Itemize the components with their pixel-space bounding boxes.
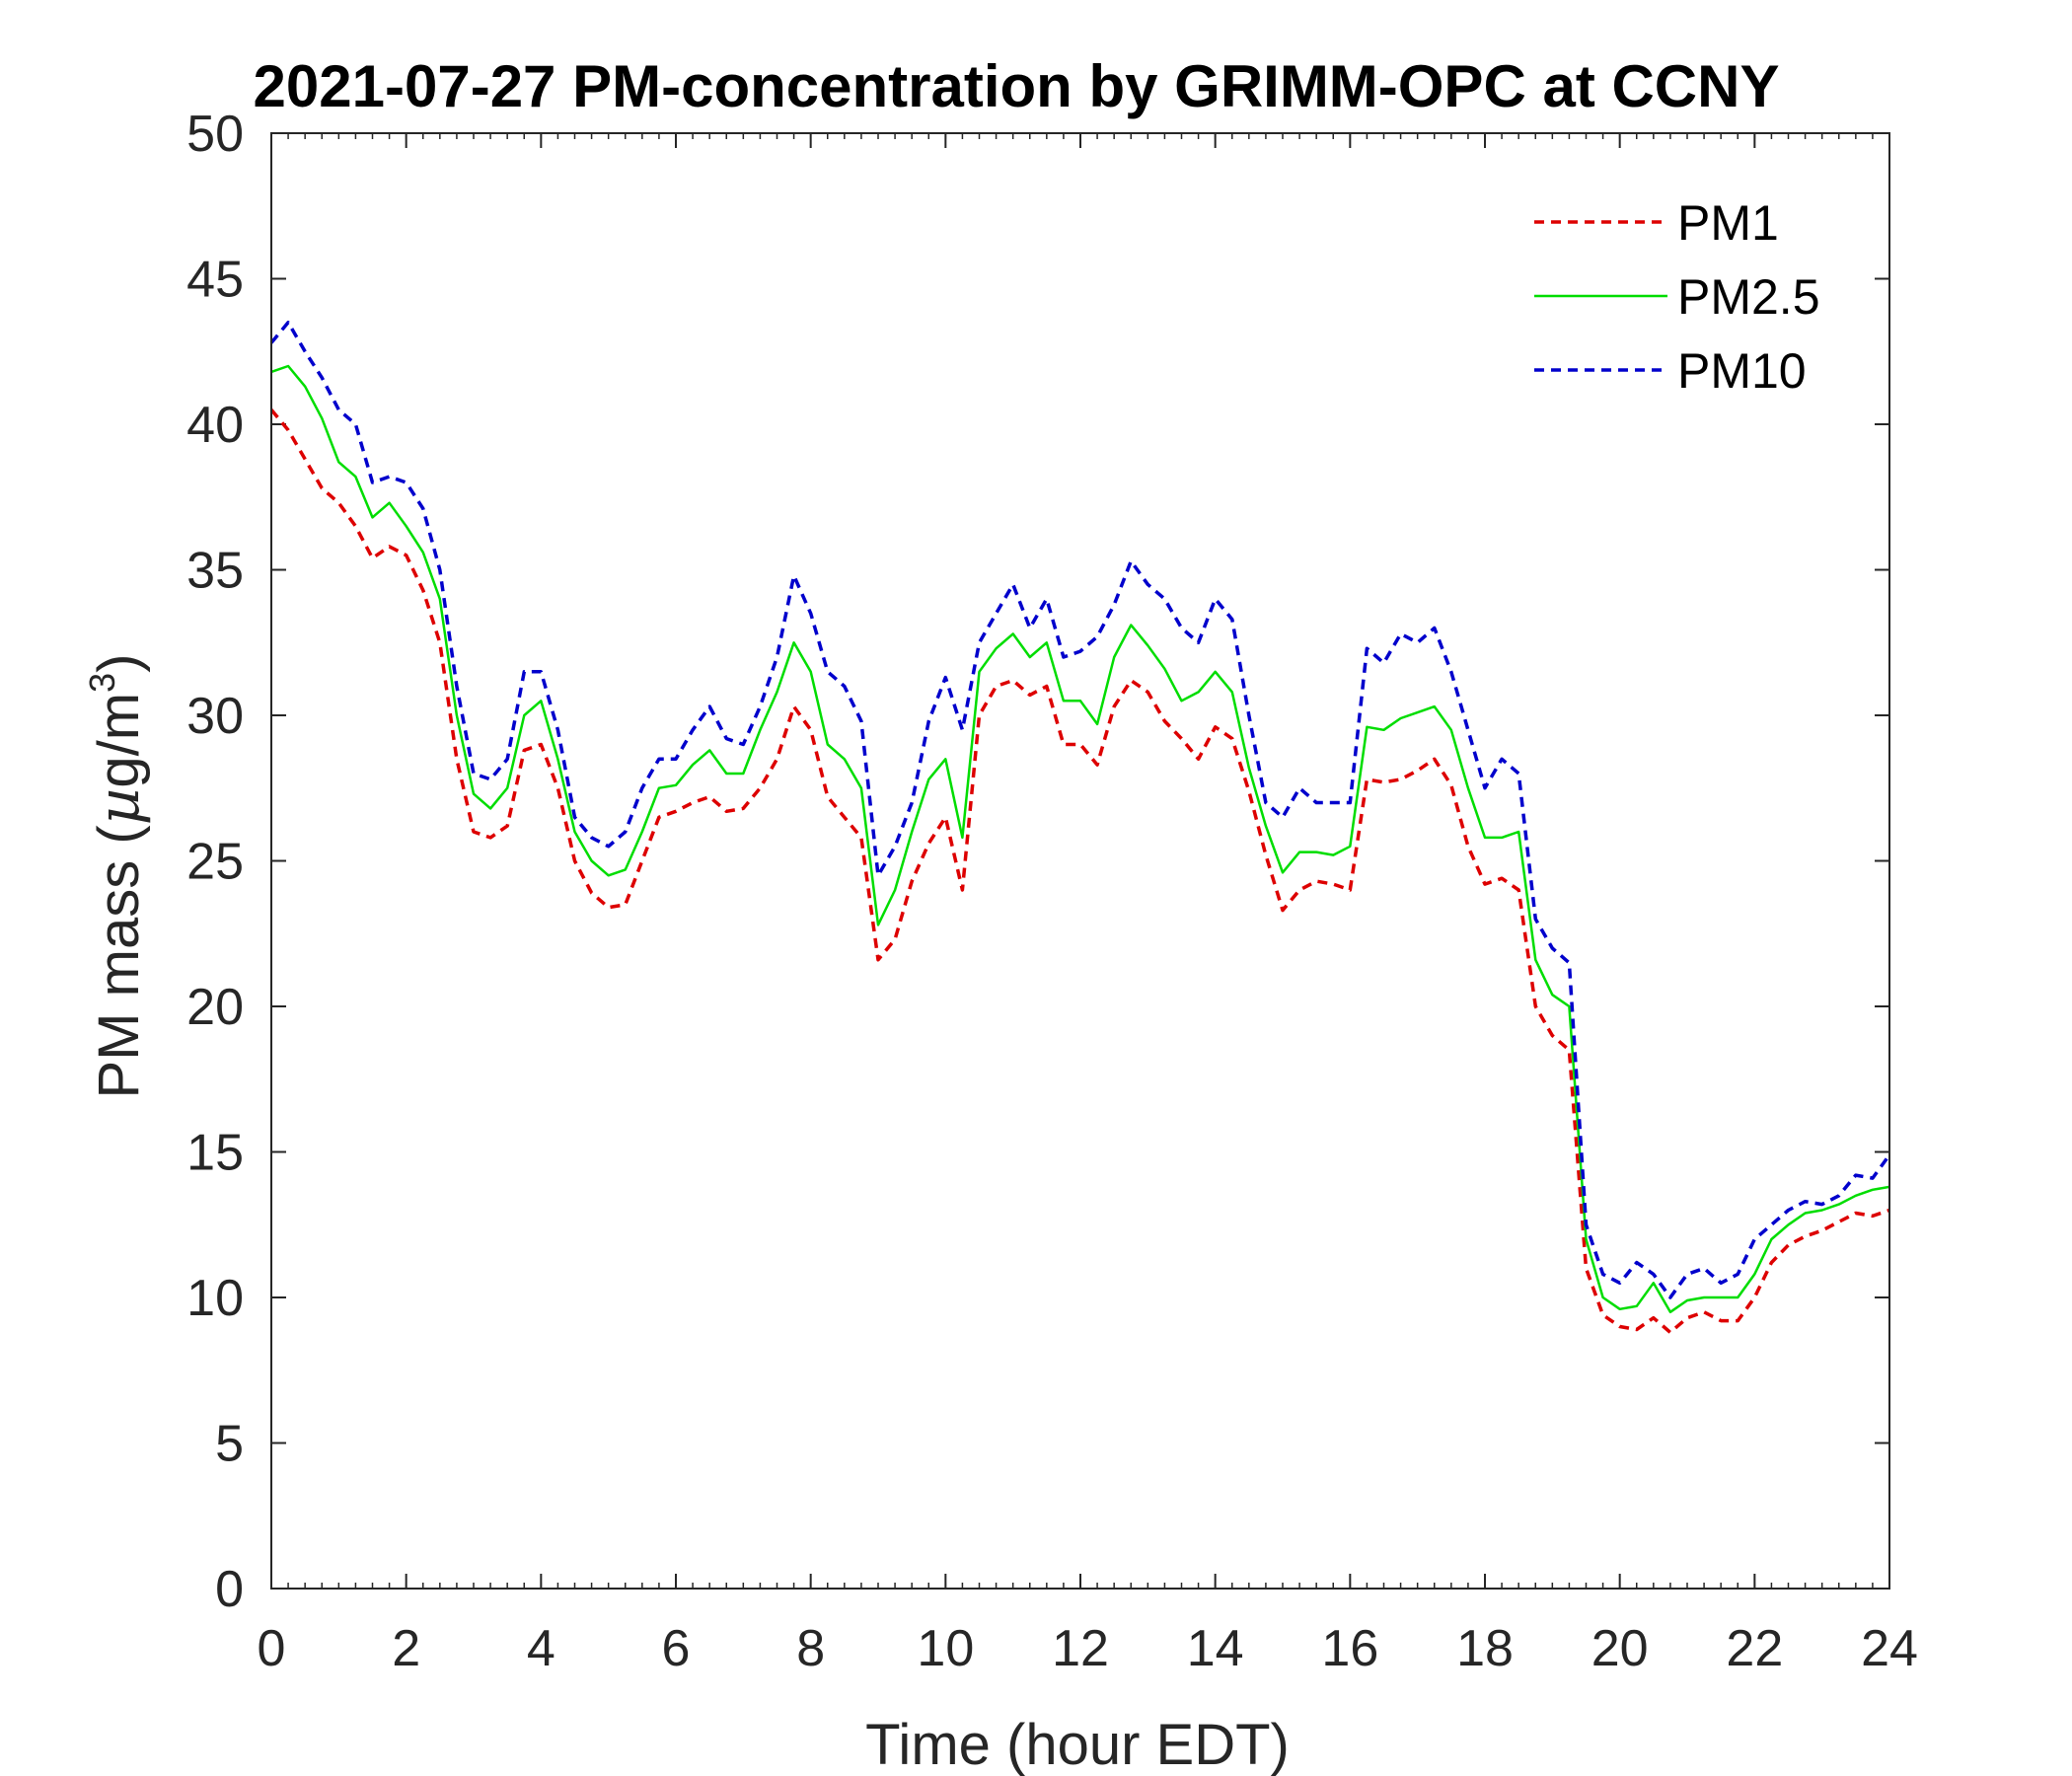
y-tick-label: 25 — [186, 834, 244, 891]
x-tick-label: 0 — [258, 1620, 286, 1677]
series-line-pm10 — [269, 321, 1891, 1299]
x-tick-label: 22 — [1726, 1620, 1783, 1677]
y-axis-label-sup: 3 — [82, 673, 122, 693]
y-axis-label-main: PM mass ( — [87, 825, 151, 1098]
x-tick-label: 6 — [662, 1620, 691, 1677]
y-axis-label-unit: g/m — [87, 693, 151, 788]
y-axis-label-mu: µ — [85, 788, 152, 826]
series-line-pm1 — [269, 408, 1890, 1335]
chart-title: 2021-07-27 PM-concentration by GRIMM-OPC… — [254, 53, 1780, 119]
x-axis-label: Time (hour EDT) — [865, 1713, 1290, 1776]
y-tick-label: 10 — [186, 1270, 244, 1327]
x-tick-label: 10 — [917, 1620, 974, 1677]
y-tick-label: 30 — [186, 688, 244, 745]
series-line-pm25 — [270, 364, 1890, 1314]
x-tick-label: 20 — [1591, 1620, 1649, 1677]
y-tick-label: 40 — [186, 397, 244, 454]
x-tick-label: 16 — [1321, 1620, 1378, 1677]
x-tick-label: 12 — [1052, 1620, 1109, 1677]
x-tick-label: 4 — [527, 1620, 555, 1677]
y-tick-label: 15 — [186, 1125, 244, 1182]
legend-label: PM2.5 — [1677, 269, 1820, 325]
x-tick-label: 14 — [1187, 1620, 1244, 1677]
y-tick-label: 35 — [186, 543, 244, 600]
y-axis-label: PM mass (µg/m3) — [82, 654, 152, 1099]
x-tick-label: 8 — [796, 1620, 825, 1677]
axis-tick-labels: 0 2 4 6 8 10 12 14 16 18 20 22 240510152025303540455… — [186, 106, 1918, 1677]
y-axis-label-close: ) — [87, 654, 151, 673]
legend-label: PM10 — [1677, 343, 1807, 399]
plot-frame — [270, 132, 1890, 1590]
y-tick-label: 45 — [186, 252, 244, 309]
series-group — [269, 321, 1891, 1335]
y-tick-label: 50 — [186, 106, 244, 163]
legend-label: PM1 — [1677, 195, 1779, 251]
x-tick-label: 18 — [1456, 1620, 1514, 1677]
legend: PM1 PM2.5 PM10 — [1534, 195, 1820, 399]
y-tick-label: 5 — [215, 1416, 244, 1473]
y-tick-label: 20 — [186, 979, 244, 1036]
x-tick-label: 2 — [392, 1620, 420, 1677]
x-tick-label: 24 — [1861, 1620, 1918, 1677]
y-tick-label: 0 — [215, 1561, 244, 1618]
